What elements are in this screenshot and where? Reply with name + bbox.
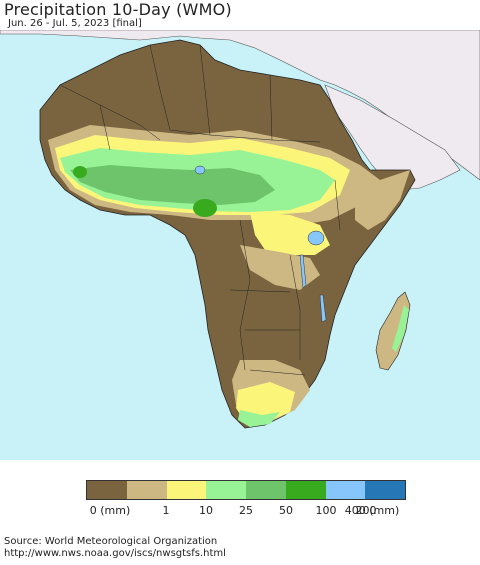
legend-swatch [166,481,207,499]
country-borders [59,44,341,376]
madagascar [375,291,411,371]
cameroon-very-wet [193,199,217,217]
legend-label: 50 [279,504,293,517]
horn-of-africa-light [355,170,410,230]
precipitation-map [0,30,480,460]
legend-label: 25 [239,504,253,517]
legend-labels: 0 (mm) 1 10 25 50 100 200 400 (mm) [0,504,480,518]
source-url: http://www.nws.noaa.gov/iscs/nwsgtsfs.ht… [4,548,226,559]
arabian-peninsula [324,84,461,191]
lake-victoria [307,230,325,246]
legend-label: 200 [355,504,377,517]
legend-label: 0 (mm) [89,504,131,517]
legend-label: 100 [315,504,337,517]
source-line: Source: World Meteorological Organizatio… [4,536,218,547]
legend-label: 400 (mm) [344,504,400,517]
legend-swatch [285,481,326,499]
africa-map-svg [0,30,480,429]
guinea-coast-wetter [70,165,275,205]
lake-chad [194,165,206,175]
legend-swatch [325,481,366,499]
lake-tanganyika [299,254,307,289]
source-note: Source: World Meteorological Organizatio… [4,536,226,560]
map-date-range: Jun. 26 - Jul. 5, 2023 [final] [8,18,142,29]
map-title: Precipitation 10-Day (WMO) [4,0,232,19]
legend-swatch [87,481,127,499]
africa-landmass [39,39,416,429]
precipitation-legend [86,480,406,500]
central-africa-moderate [250,212,330,255]
lake-malawi [319,294,327,323]
legend-label: 1 [162,504,170,517]
legend-swatch [126,481,167,499]
legend-swatch [365,481,405,499]
madagascar-east-wet [392,305,409,352]
guinea-very-wet [73,166,87,178]
legend-swatch [246,481,286,499]
south-coast-wet [238,410,280,427]
legend-swatch [206,481,246,499]
legend-label: 10 [199,504,213,517]
